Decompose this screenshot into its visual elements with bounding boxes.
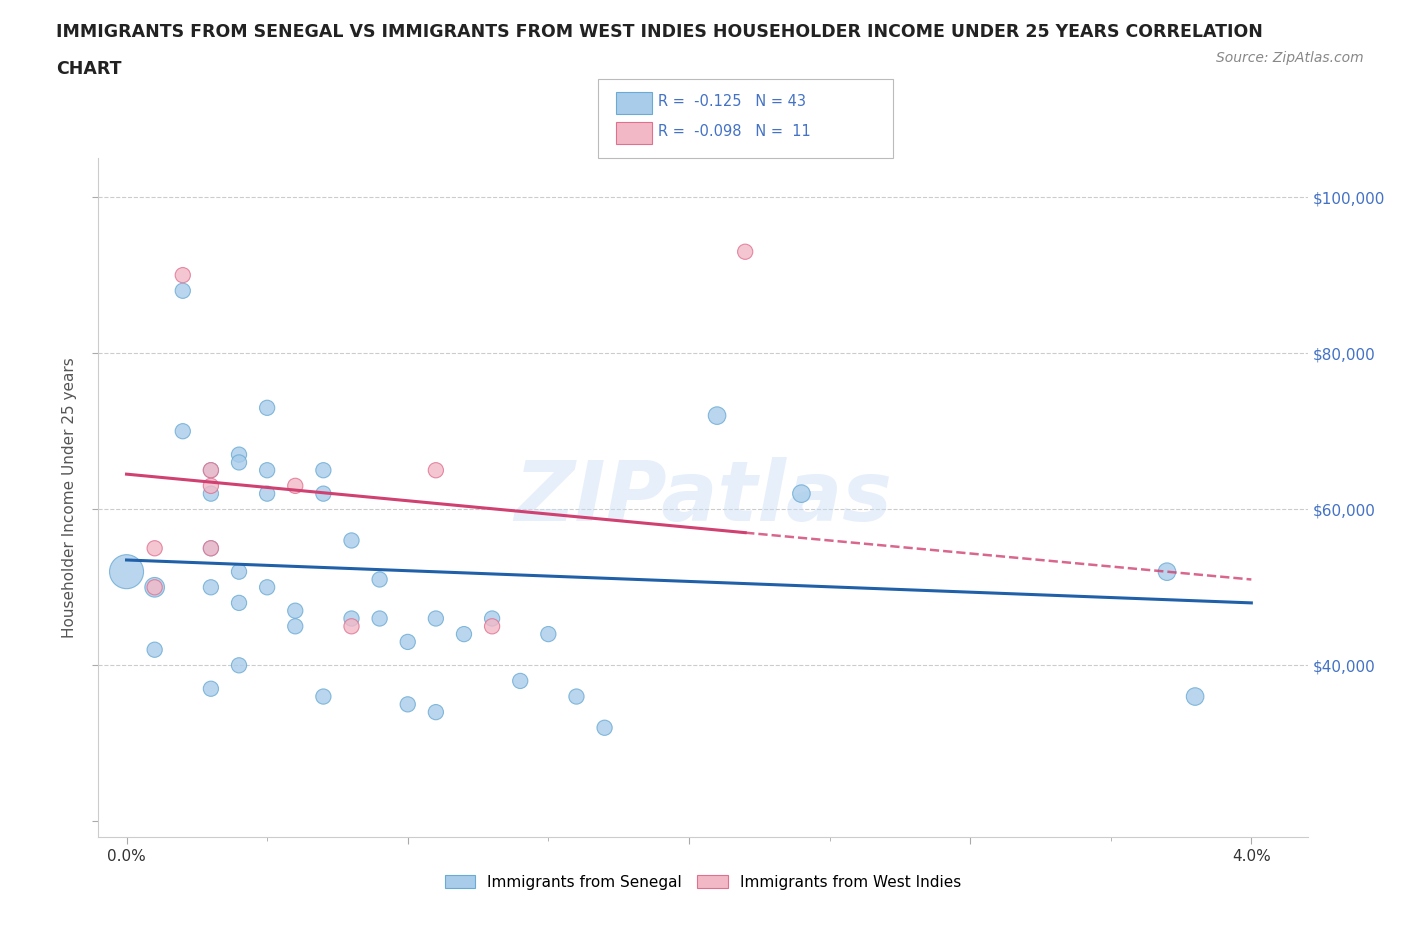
Point	[228, 447, 250, 462]
Point	[509, 673, 531, 688]
Point	[1156, 565, 1178, 579]
Point	[790, 486, 813, 501]
Point	[565, 689, 588, 704]
Point	[734, 245, 756, 259]
Legend: Immigrants from Senegal, Immigrants from West Indies: Immigrants from Senegal, Immigrants from…	[437, 867, 969, 897]
Point	[143, 579, 166, 594]
Y-axis label: Householder Income Under 25 years: Householder Income Under 25 years	[62, 357, 77, 638]
Point	[200, 463, 222, 478]
Point	[706, 908, 728, 923]
Point	[425, 611, 447, 626]
Point	[256, 579, 278, 594]
Point	[312, 486, 335, 501]
Point	[256, 463, 278, 478]
Point	[284, 604, 307, 618]
Point	[368, 611, 391, 626]
Point	[396, 634, 419, 649]
Point	[453, 627, 475, 642]
Point	[228, 658, 250, 672]
Point	[200, 579, 222, 594]
Point	[284, 478, 307, 493]
Point	[200, 478, 222, 493]
Point	[425, 463, 447, 478]
Point	[312, 689, 335, 704]
Point	[143, 579, 166, 594]
Point	[200, 541, 222, 556]
Point	[340, 618, 363, 633]
Point	[481, 611, 503, 626]
Point	[396, 697, 419, 711]
Point	[340, 533, 363, 548]
Point	[284, 618, 307, 633]
Text: Source: ZipAtlas.com: Source: ZipAtlas.com	[1216, 51, 1364, 65]
Point	[256, 401, 278, 416]
Point	[593, 721, 616, 736]
Point	[368, 572, 391, 587]
Point	[1184, 689, 1206, 704]
Point	[200, 682, 222, 697]
Point	[228, 565, 250, 579]
Text: R =  -0.098   N =  11: R = -0.098 N = 11	[658, 124, 811, 139]
Point	[172, 284, 194, 299]
Point	[425, 705, 447, 720]
Point	[143, 643, 166, 658]
Point	[340, 611, 363, 626]
Point	[256, 486, 278, 501]
Point	[312, 463, 335, 478]
Point	[200, 541, 222, 556]
Text: IMMIGRANTS FROM SENEGAL VS IMMIGRANTS FROM WEST INDIES HOUSEHOLDER INCOME UNDER : IMMIGRANTS FROM SENEGAL VS IMMIGRANTS FR…	[56, 23, 1263, 41]
Point	[172, 424, 194, 439]
Point	[537, 627, 560, 642]
Point	[706, 408, 728, 423]
Point	[115, 565, 138, 579]
Text: ZIPatlas: ZIPatlas	[515, 457, 891, 538]
Point	[143, 541, 166, 556]
Point	[228, 595, 250, 610]
Point	[200, 463, 222, 478]
Text: CHART: CHART	[56, 60, 122, 78]
Text: R =  -0.125   N = 43: R = -0.125 N = 43	[658, 94, 806, 109]
Point	[200, 486, 222, 501]
Point	[172, 268, 194, 283]
Point	[481, 618, 503, 633]
Point	[228, 455, 250, 470]
